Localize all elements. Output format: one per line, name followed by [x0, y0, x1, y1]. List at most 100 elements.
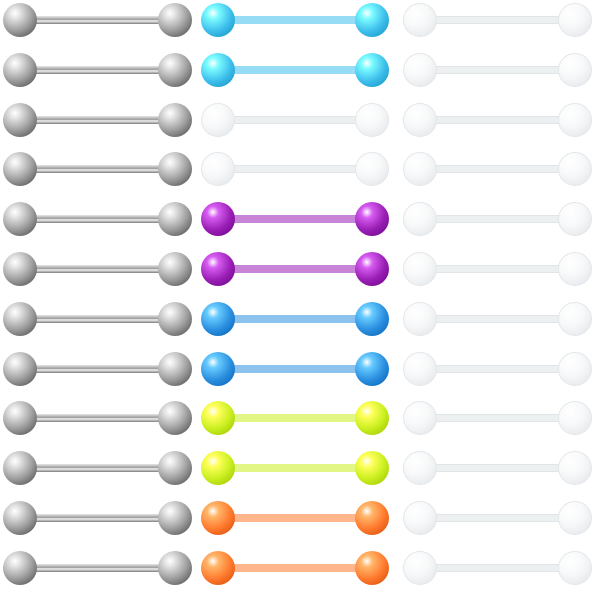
barbell-bar	[218, 265, 372, 273]
barbell-ball-right	[158, 102, 192, 137]
barbell-ball-left	[201, 301, 235, 336]
barbell-ball-right	[558, 301, 592, 336]
barbell-ball-left	[403, 301, 437, 336]
barbell-ball-left	[403, 451, 437, 486]
barbell-ball-left	[3, 102, 37, 137]
barbell-ball-right	[158, 351, 192, 386]
barbell-ball-right	[558, 550, 592, 585]
barbell-ball-right	[558, 252, 592, 286]
barbell-ball-left	[201, 401, 235, 436]
barbell-ball-right	[355, 550, 389, 585]
barbell-bar	[420, 364, 577, 373]
barbell-bar	[20, 115, 175, 124]
barbell-bar	[218, 165, 374, 174]
barbell-bar	[20, 364, 175, 373]
barbell-ball-right	[158, 301, 192, 336]
barbell-bar	[20, 165, 175, 174]
barbell-ball-right	[558, 202, 592, 237]
barbell-ball-left	[403, 3, 437, 37]
barbell-ball-left	[201, 3, 235, 37]
barbell-bar	[218, 414, 372, 423]
barbell-ball-left	[3, 202, 37, 237]
barbell-ball-left	[3, 501, 37, 535]
barbell-ball-left	[3, 301, 37, 336]
barbell-bar	[218, 563, 372, 572]
barbell-ball-right	[558, 451, 592, 486]
barbell-ball-left	[403, 202, 437, 237]
barbell-ball-left	[3, 3, 37, 37]
barbell-ball-right	[158, 202, 192, 237]
barbell-ball-right	[158, 550, 192, 585]
barbell-ball-left	[403, 550, 437, 585]
barbell-bar	[420, 16, 577, 24]
barbell-ball-left	[403, 152, 437, 187]
barbell-ball-left	[201, 351, 235, 386]
barbell-bar	[420, 414, 577, 423]
barbell-ball-right	[158, 3, 192, 37]
barbell-bar	[218, 215, 372, 224]
barbell-bar	[420, 115, 577, 124]
barbell-ball-right	[158, 501, 192, 535]
barbell-ball-right	[558, 501, 592, 535]
barbell-ball-left	[201, 451, 235, 486]
barbell-ball-left	[201, 501, 235, 535]
barbell-ball-right	[355, 501, 389, 535]
barbell-ball-left	[403, 52, 437, 87]
barbell-ball-right	[158, 252, 192, 286]
barbell-bar	[218, 115, 374, 124]
barbell-ball-right	[355, 301, 389, 336]
barbell-ball-right	[355, 351, 389, 386]
barbell-bar	[420, 215, 577, 224]
barbell-bar	[218, 464, 372, 473]
barbell-bar	[420, 314, 577, 323]
barbell-ball-left	[201, 550, 235, 585]
barbell-bar	[420, 563, 577, 572]
barbell-ball-left	[403, 252, 437, 286]
barbell-ball-right	[158, 401, 192, 436]
barbell-ball-right	[558, 401, 592, 436]
barbell-ball-left	[3, 52, 37, 87]
barbell-bar	[20, 314, 175, 323]
barbell-bar	[218, 16, 372, 24]
barbell-ball-right	[355, 451, 389, 486]
barbell-bar	[20, 414, 175, 423]
barbell-ball-left	[3, 451, 37, 486]
barbell-bar	[20, 16, 175, 24]
barbell-ball-right	[355, 401, 389, 436]
barbell-ball-right	[355, 252, 389, 286]
barbell-ball-left	[403, 501, 437, 535]
barbell-ball-left	[3, 351, 37, 386]
barbell-ball-left	[3, 152, 37, 187]
barbell-bar	[420, 65, 577, 74]
barbell-bar	[20, 65, 175, 74]
barbell-ball-left	[403, 102, 437, 137]
barbell-bar	[20, 514, 175, 522]
barbell-bar	[20, 215, 175, 224]
barbell-ball-left	[201, 52, 235, 87]
barbell-ball-left	[3, 550, 37, 585]
barbell-ball-right	[158, 152, 192, 187]
barbell-ball-right	[158, 451, 192, 486]
barbell-bar	[20, 265, 175, 273]
barbell-ball-right	[355, 52, 389, 87]
barbell-ball-right	[355, 202, 389, 237]
barbell-ball-left	[403, 351, 437, 386]
barbell-ball-right	[558, 52, 592, 87]
barbell-ball-left	[201, 152, 235, 187]
barbell-ball-left	[3, 252, 37, 286]
barbell-ball-right	[558, 3, 592, 37]
barbell-ball-right	[355, 102, 389, 137]
barbell-bar	[218, 364, 372, 373]
barbell-bar	[20, 563, 175, 572]
barbell-bar	[20, 464, 175, 473]
barbell-ball-left	[3, 401, 37, 436]
barbell-bar	[420, 165, 577, 174]
barbell-ball-right	[558, 152, 592, 187]
barbell-ball-right	[558, 102, 592, 137]
barbell-bar	[218, 65, 372, 74]
barbell-bar	[218, 514, 372, 522]
barbell-bar	[420, 464, 577, 473]
barbell-ball-left	[201, 102, 235, 137]
barbell-ball-right	[158, 52, 192, 87]
